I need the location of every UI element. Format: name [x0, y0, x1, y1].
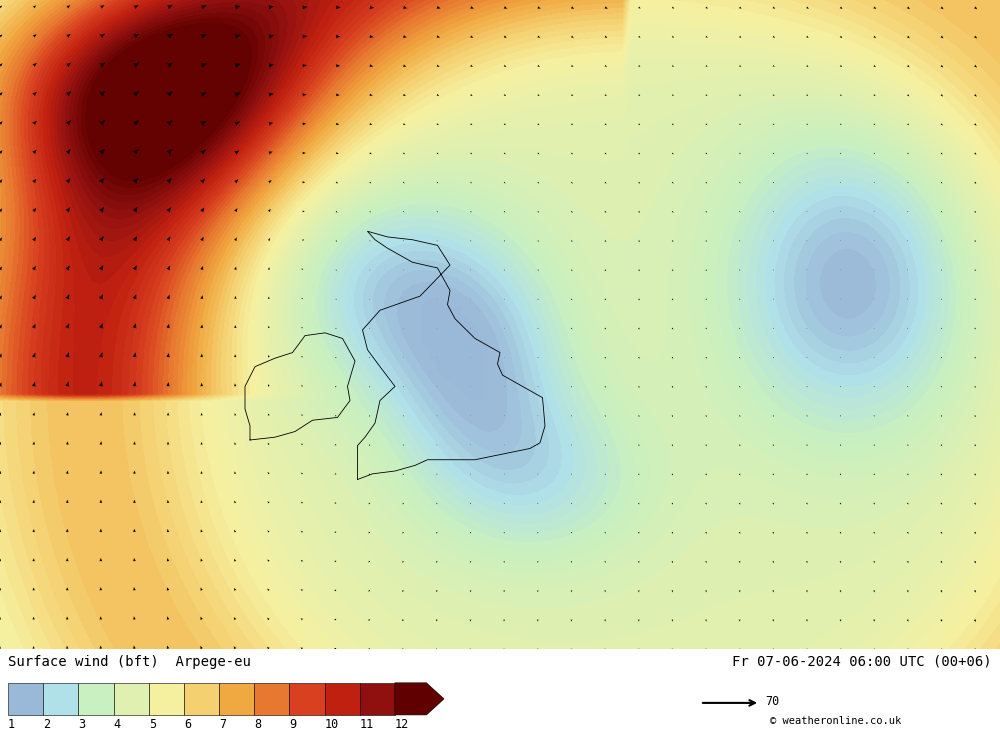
Bar — [114, 683, 149, 715]
Text: 12: 12 — [395, 718, 409, 731]
Bar — [289, 683, 324, 715]
Bar — [8, 683, 43, 715]
Text: Surface wind (bft)  Arpege-eu: Surface wind (bft) Arpege-eu — [8, 655, 251, 668]
Text: Fr 07-06-2024 06:00 UTC (00+06): Fr 07-06-2024 06:00 UTC (00+06) — [732, 655, 992, 668]
Text: 5: 5 — [149, 718, 156, 731]
Text: 9: 9 — [289, 718, 296, 731]
Text: © weatheronline.co.uk: © weatheronline.co.uk — [770, 716, 901, 726]
Text: 8: 8 — [254, 718, 261, 731]
Bar — [149, 683, 184, 715]
Bar — [184, 683, 219, 715]
Text: 11: 11 — [360, 718, 374, 731]
Text: 7: 7 — [219, 718, 226, 731]
Bar — [360, 683, 395, 715]
Text: 6: 6 — [184, 718, 191, 731]
Bar — [254, 683, 289, 715]
Text: 3: 3 — [78, 718, 85, 731]
Text: 4: 4 — [114, 718, 121, 731]
Bar — [43, 683, 78, 715]
Text: 1: 1 — [8, 718, 15, 731]
Text: 70: 70 — [765, 696, 779, 708]
Bar — [78, 683, 114, 715]
Text: 10: 10 — [324, 718, 339, 731]
Polygon shape — [395, 683, 444, 715]
Bar — [324, 683, 360, 715]
Bar — [219, 683, 254, 715]
Text: 2: 2 — [43, 718, 50, 731]
